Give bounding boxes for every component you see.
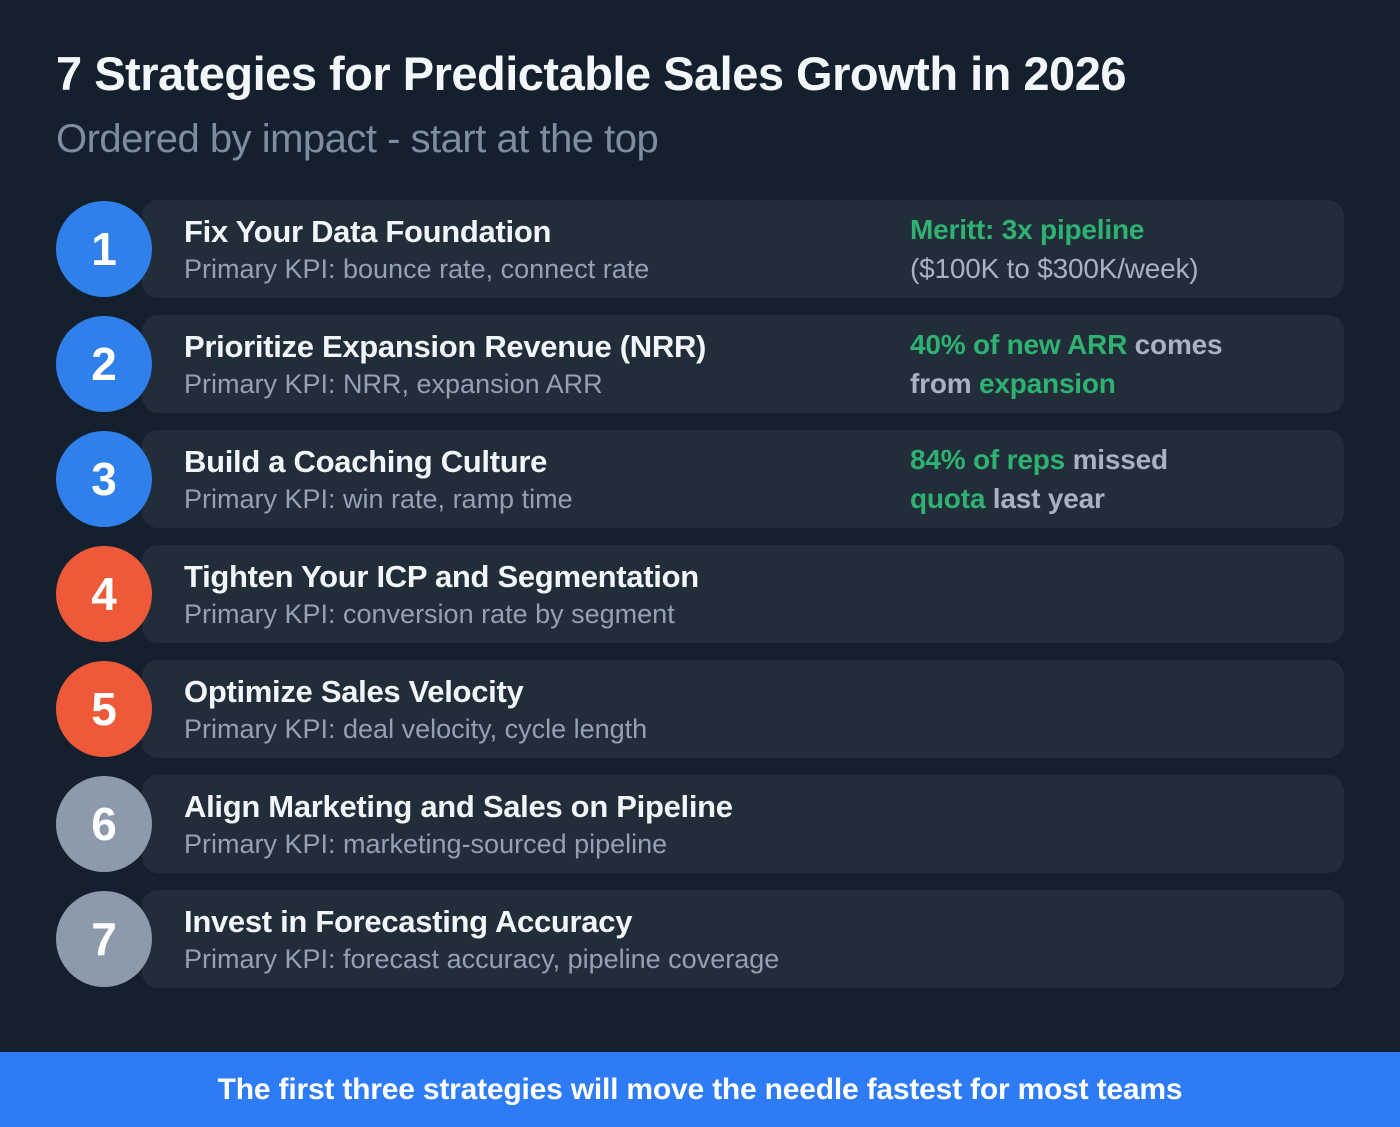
strategy-title: Invest in Forecasting Accuracy [184,903,633,939]
stat-line-2: ($100K to $300K/week) [910,249,1318,288]
strategy-title: Prioritize Expansion Revenue (NRR) [184,328,707,364]
page-title: 7 Strategies for Predictable Sales Growt… [56,47,1126,100]
stat-highlight: 84% of reps [910,443,1065,475]
strategy-title: Align Marketing and Sales on Pipeline [184,788,733,824]
rank-number: 4 [91,568,117,620]
strategy-text: Align Marketing and Sales on Pipeline Pr… [184,789,733,860]
strategy-text: Build a Coaching Culture Primary KPI: wi… [184,444,573,515]
strategy-list: 1 Fix Your Data Foundation Primary KPI: … [56,200,1344,988]
strategy-kpi: Primary KPI: win rate, ramp time [184,483,573,514]
stat-text: from [910,368,980,399]
stat-line-2: quota last year [910,479,1318,518]
rank-number: 6 [91,798,117,850]
strategy-row-3: 3 Build a Coaching Culture Primary KPI: … [56,430,1344,528]
strategy-kpi: Primary KPI: bounce rate, connect rate [184,253,650,284]
strategy-stat: 40% of new ARR comes from expansion [910,325,1318,403]
infographic-page: 7 Strategies for Predictable Sales Growt… [56,47,1344,988]
strategy-stat: Meritt: 3x pipeline ($100K to $300K/week… [910,210,1318,288]
rank-number: 5 [91,683,117,735]
stat-highlight: quota [910,483,986,514]
footer-banner: The first three strategies will move the… [0,1052,1400,1127]
stat-highlight: 40% of new ARR [910,328,1128,360]
stat-highlight: expansion [979,368,1116,399]
rank-badge-7: 7 [56,891,152,987]
strategy-row-6: 6 Align Marketing and Sales on Pipeline … [56,775,1344,873]
strategy-text: Tighten Your ICP and Segmentation Primar… [184,559,699,630]
strategy-kpi: Primary KPI: marketing-sourced pipeline [184,828,668,859]
stat-line-2: from expansion [910,364,1318,403]
strategy-text: Prioritize Expansion Revenue (NRR) Prima… [184,329,706,400]
strategy-kpi: Primary KPI: deal velocity, cycle length [184,713,648,744]
footer-text: The first three strategies will move the… [217,1072,1183,1106]
stat-text: missed [1064,443,1169,475]
strategy-card: Optimize Sales Velocity Primary KPI: dea… [142,660,1344,758]
rank-badge-4: 4 [56,546,152,642]
rank-badge-2: 2 [56,316,152,412]
rank-number: 7 [91,913,117,965]
strategy-row-7: 7 Invest in Forecasting Accuracy Primary… [56,890,1344,988]
stat-line-1: 84% of reps missed [910,440,1318,479]
strategy-card: Fix Your Data Foundation Primary KPI: bo… [142,200,1344,298]
strategy-card: Tighten Your ICP and Segmentation Primar… [142,545,1344,643]
rank-number: 3 [91,453,117,505]
strategy-title: Tighten Your ICP and Segmentation [184,558,699,594]
stat-highlight: Meritt: 3x pipeline [910,213,1145,245]
page-subtitle: Ordered by impact - start at the top [56,117,659,161]
strategy-title: Optimize Sales Velocity [184,673,524,709]
rank-badge-5: 5 [56,661,152,757]
strategy-stat: 84% of reps missed quota last year [910,440,1318,518]
rank-number: 1 [91,223,117,275]
stat-line-1: 40% of new ARR comes [910,325,1318,364]
strategy-title: Fix Your Data Foundation [184,213,552,249]
strategy-title: Build a Coaching Culture [184,443,548,479]
stat-text: last year [985,483,1105,514]
stat-line-1: Meritt: 3x pipeline [910,210,1318,249]
rank-badge-3: 3 [56,431,152,527]
strategy-row-4: 4 Tighten Your ICP and Segmentation Prim… [56,545,1344,643]
strategy-kpi: Primary KPI: forecast accuracy, pipeline… [184,943,780,974]
strategy-text: Fix Your Data Foundation Primary KPI: bo… [184,214,649,285]
strategy-card: Prioritize Expansion Revenue (NRR) Prima… [142,315,1344,413]
rank-badge-1: 1 [56,201,152,297]
strategy-row-1: 1 Fix Your Data Foundation Primary KPI: … [56,200,1344,298]
stat-text: ($100K to $300K/week) [910,253,1199,284]
strategy-card: Invest in Forecasting Accuracy Primary K… [142,890,1344,988]
strategy-text: Optimize Sales Velocity Primary KPI: dea… [184,674,647,745]
strategy-kpi: Primary KPI: conversion rate by segment [184,598,675,629]
strategy-card: Build a Coaching Culture Primary KPI: wi… [142,430,1344,528]
strategy-row-2: 2 Prioritize Expansion Revenue (NRR) Pri… [56,315,1344,413]
strategy-card: Align Marketing and Sales on Pipeline Pr… [142,775,1344,873]
strategy-text: Invest in Forecasting Accuracy Primary K… [184,904,779,975]
strategy-kpi: Primary KPI: NRR, expansion ARR [184,368,603,399]
rank-number: 2 [91,338,117,390]
strategy-row-5: 5 Optimize Sales Velocity Primary KPI: d… [56,660,1344,758]
stat-text: comes [1127,328,1223,360]
rank-badge-6: 6 [56,776,152,872]
